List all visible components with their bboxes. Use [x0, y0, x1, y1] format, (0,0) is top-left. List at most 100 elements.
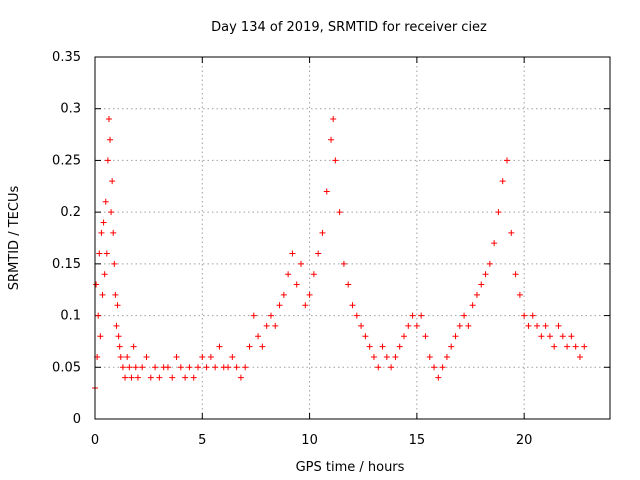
data-point	[461, 312, 468, 319]
data-point	[103, 250, 110, 257]
data-point	[109, 178, 116, 185]
data-point	[495, 209, 502, 216]
data-point	[233, 364, 240, 371]
data-point	[242, 364, 249, 371]
data-point	[358, 322, 365, 329]
data-point	[229, 353, 236, 360]
data-point	[190, 374, 197, 381]
data-point	[469, 302, 476, 309]
data-point	[401, 333, 407, 340]
data-point	[186, 364, 193, 371]
data-point	[525, 322, 532, 329]
data-point	[107, 136, 114, 143]
data-point	[116, 343, 123, 350]
data-point	[195, 364, 201, 371]
y-tick-label: 0.1	[60, 309, 81, 324]
data-point	[117, 353, 124, 360]
data-point	[538, 333, 545, 340]
x-axis-label: GPS time / hours	[296, 460, 405, 475]
data-point	[473, 291, 480, 298]
data-point	[134, 374, 141, 381]
data-point	[349, 302, 356, 309]
data-point	[328, 136, 335, 143]
data-point	[375, 364, 382, 371]
data-point	[572, 343, 579, 350]
data-point	[370, 353, 377, 360]
data-point	[95, 312, 102, 319]
data-point	[152, 364, 159, 371]
x-tick-label: 20	[516, 433, 533, 448]
data-point	[379, 343, 386, 350]
data-point	[147, 374, 154, 381]
data-point	[336, 209, 343, 216]
data-point	[323, 188, 330, 195]
data-point	[130, 343, 137, 350]
data-point	[465, 322, 472, 329]
data-point	[276, 302, 283, 309]
data-point	[568, 333, 575, 340]
y-tick-label: 0.2	[60, 205, 81, 220]
data-point	[366, 343, 373, 350]
data-point	[203, 364, 210, 371]
data-point	[119, 364, 126, 371]
data-point	[99, 291, 106, 298]
data-point	[456, 322, 463, 329]
data-point	[388, 364, 395, 371]
data-point	[96, 250, 103, 257]
data-point	[302, 302, 309, 309]
data-point	[439, 364, 446, 371]
data-point	[250, 312, 257, 319]
data-point	[345, 281, 352, 288]
data-point	[285, 271, 292, 278]
data-point	[426, 353, 433, 360]
data-point	[132, 364, 139, 371]
data-point	[259, 343, 266, 350]
data-point	[113, 322, 120, 329]
data-point	[551, 343, 558, 350]
data-point	[114, 302, 121, 309]
data-point	[237, 374, 244, 381]
data-point	[97, 333, 104, 340]
data-points	[92, 116, 588, 391]
data-point	[173, 353, 180, 360]
data-point	[443, 353, 450, 360]
data-point	[332, 157, 339, 164]
y-tick-label: 0.15	[52, 257, 81, 272]
data-point	[581, 343, 588, 350]
y-tick-label: 0	[73, 412, 81, 427]
data-point	[104, 157, 111, 164]
x-tick-label: 5	[198, 433, 206, 448]
data-point	[112, 291, 119, 298]
x-tick-label: 15	[409, 433, 426, 448]
data-point	[289, 250, 296, 257]
data-point	[396, 343, 403, 350]
data-point	[491, 240, 498, 247]
data-point	[156, 374, 163, 381]
data-point	[521, 312, 528, 319]
data-point	[139, 364, 146, 371]
y-axis-label: SRMTID / TECUs	[7, 186, 22, 291]
data-point	[478, 281, 485, 288]
data-point	[310, 271, 317, 278]
x-tick-label: 0	[91, 433, 99, 448]
y-tick-label: 0.05	[52, 360, 81, 375]
data-point	[98, 229, 105, 236]
data-point	[546, 333, 553, 340]
data-point	[306, 291, 313, 298]
data-point	[122, 374, 129, 381]
data-point	[422, 333, 429, 340]
data-point	[105, 116, 112, 123]
data-point	[576, 353, 583, 360]
y-tick-label: 0.25	[52, 153, 81, 168]
data-point	[542, 322, 549, 329]
data-point	[330, 116, 337, 123]
x-tick-label: 10	[301, 433, 318, 448]
data-point	[100, 219, 107, 226]
data-point	[199, 353, 206, 360]
data-point	[405, 322, 412, 329]
data-point	[177, 364, 184, 371]
data-point	[534, 322, 541, 329]
data-point	[383, 353, 390, 360]
y-tick-label: 0.3	[60, 102, 81, 117]
data-point	[102, 198, 109, 205]
